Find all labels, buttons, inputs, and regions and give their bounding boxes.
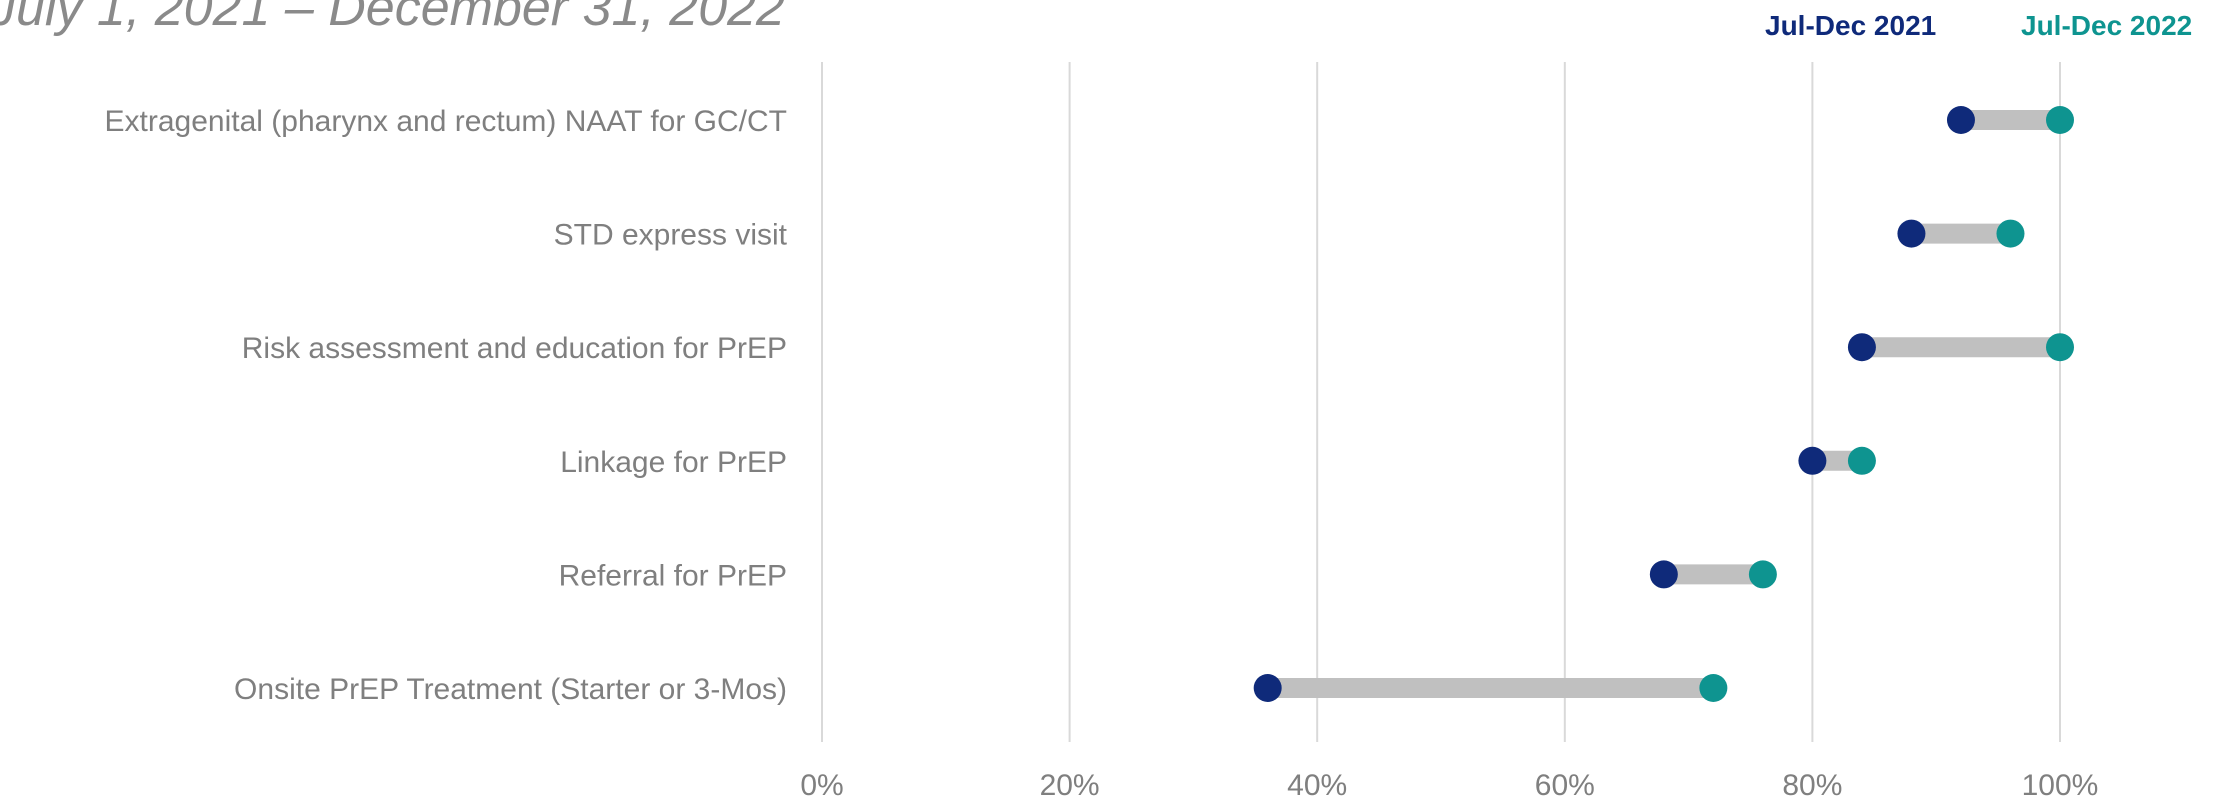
point-jul-dec-2021: [1897, 219, 1926, 248]
point-jul-dec-2021: [1946, 106, 1975, 134]
category-label: Referral for PrEP: [559, 559, 787, 592]
x-tick-label: 0%: [800, 769, 843, 802]
category-label: Onsite PrEP Treatment (Starter or 3-Mos): [234, 673, 787, 706]
point-jul-dec-2021: [1649, 560, 1678, 589]
category-label: STD express visit: [554, 219, 788, 252]
point-jul-dec-2021: [1847, 333, 1876, 362]
x-tick-labels: 0% 20% 40% 60% 80% 100%: [800, 769, 2098, 802]
chart-title: July 1, 2021 – December 31, 2022: [0, 0, 785, 37]
point-jul-dec-2022: [2046, 106, 2074, 134]
point-jul-dec-2022: [1847, 446, 1876, 475]
point-jul-dec-2022: [2046, 333, 2074, 362]
point-jul-dec-2021: [1253, 674, 1282, 702]
x-tick-label: 40%: [1287, 769, 1347, 802]
data-points: [1253, 106, 2074, 702]
connectors: [1267, 110, 2060, 698]
x-tick-label: 100%: [2022, 769, 2099, 802]
category-label: Risk assessment and education for PrEP: [242, 332, 787, 365]
point-jul-dec-2021: [1798, 446, 1827, 475]
x-tick-label: 20%: [1040, 769, 1100, 802]
legend-item-2022: Jul-Dec 2022: [2021, 10, 2193, 41]
point-jul-dec-2022: [1748, 560, 1777, 589]
point-jul-dec-2022: [1996, 219, 2025, 248]
category-label: Linkage for PrEP: [560, 446, 787, 479]
legend-item-2021: Jul-Dec 2021: [1765, 10, 1937, 41]
point-jul-dec-2022: [1699, 674, 1728, 702]
gridlines: [821, 62, 2061, 742]
x-tick-label: 60%: [1535, 769, 1595, 802]
x-tick-label: 80%: [1782, 769, 1842, 802]
category-label: Extragenital (pharynx and rectum) NAAT f…: [105, 105, 787, 138]
category-labels: Extragenital (pharynx and rectum) NAAT f…: [105, 105, 788, 706]
